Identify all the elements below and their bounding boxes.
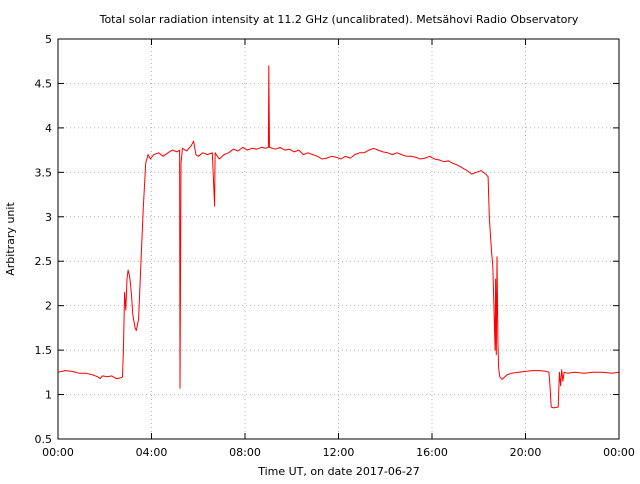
x-tick-label: 08:00 (229, 446, 261, 459)
x-tick-label: 16:00 (416, 446, 448, 459)
x-axis-label: Time UT, on date 2017-06-27 (257, 465, 420, 478)
x-axis: 00:00 04:00 08:00 12:00 16:00 20:00 00:00 (42, 39, 635, 459)
y-tick-label: 0.5 (35, 433, 53, 446)
y-tick-label: 4 (45, 122, 52, 135)
y-tick-label: 1 (45, 389, 52, 402)
x-tick-label: 20:00 (510, 446, 542, 459)
y-tick-label: 3 (45, 211, 52, 224)
plot-area (57, 65, 620, 409)
x-tick-label: 12:00 (323, 446, 355, 459)
x-tick-label: 00:00 (603, 446, 635, 459)
grid (58, 39, 619, 439)
y-axis: 0.5 1 1.5 2 2.5 3 3.5 4 4.5 5 (35, 33, 619, 446)
y-tick-label: 3.5 (35, 166, 53, 179)
y-tick-label: 1.5 (35, 344, 53, 357)
y-tick-label: 4.5 (35, 77, 53, 90)
y-tick-label: 5 (45, 33, 52, 46)
chart-title: Total solar radiation intensity at 11.2 … (99, 13, 579, 26)
x-tick-label: 04:00 (136, 446, 168, 459)
x-tick-label: 00:00 (42, 446, 74, 459)
y-tick-label: 2 (45, 300, 52, 313)
y-axis-label: Arbitrary unit (4, 202, 17, 276)
series-line (57, 65, 620, 409)
y-tick-label: 2.5 (35, 255, 53, 268)
